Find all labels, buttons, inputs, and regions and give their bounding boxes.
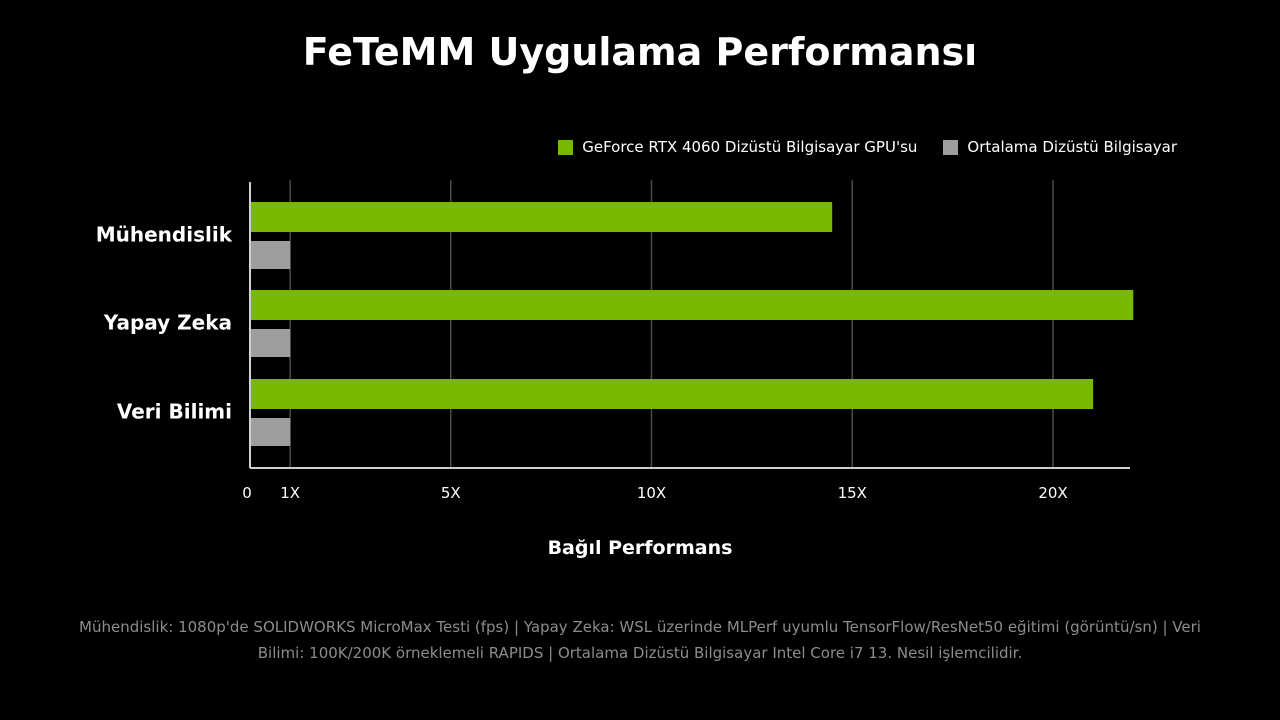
bar-rtx-2 — [250, 379, 1094, 409]
category-label-1: Yapay Zeka — [103, 311, 232, 335]
legend-item-rtx: GeForce RTX 4060 Dizüstü Bilgisayar GPU'… — [558, 138, 917, 156]
bar-rtx-1 — [250, 290, 1134, 320]
x-tick-label-4: 15X — [838, 484, 867, 502]
footnote-line-2: Bilimi: 100K/200K örneklemeli RAPIDS | O… — [257, 644, 1023, 662]
legend-swatch-rtx — [558, 139, 574, 155]
bar-rtx-0 — [250, 202, 833, 232]
x-tick-label-3: 10X — [637, 484, 666, 502]
category-label-0: Mühendislik — [96, 223, 233, 247]
bar-average-1 — [250, 329, 291, 357]
bar-average-2 — [250, 418, 291, 446]
x-tick-label-2: 5X — [441, 484, 461, 502]
x-axis-title: Bağıl Performans — [548, 537, 733, 559]
footnote-line-1: Mühendislik: 1080p'de SOLIDWORKS MicroMa… — [79, 618, 1201, 636]
bar-average-0 — [250, 241, 291, 269]
x-tick-label-0: 0 — [242, 484, 252, 502]
category-label-2: Veri Bilimi — [117, 400, 232, 424]
legend-item-average: Ortalama Dizüstü Bilgisayar — [943, 138, 1177, 156]
chart-title: FeTeMM Uygulama Performansı — [302, 30, 978, 74]
footnote: Mühendislik: 1080p'de SOLIDWORKS MicroMa… — [40, 614, 1240, 666]
legend-label-rtx: GeForce RTX 4060 Dizüstü Bilgisayar GPU'… — [582, 138, 918, 156]
legend-label-average: Ortalama Dizüstü Bilgisayar — [967, 138, 1177, 156]
chart-legend: GeForce RTX 4060 Dizüstü Bilgisayar GPU'… — [558, 138, 1177, 156]
x-tick-label-1: 1X — [280, 484, 300, 502]
x-tick-label-5: 20X — [1038, 484, 1067, 502]
legend-swatch-average — [943, 139, 959, 155]
bar-chart: Mühendislik Yapay Zeka Veri Bilimi 0 1X 5X 10X… — [96, 180, 1134, 559]
